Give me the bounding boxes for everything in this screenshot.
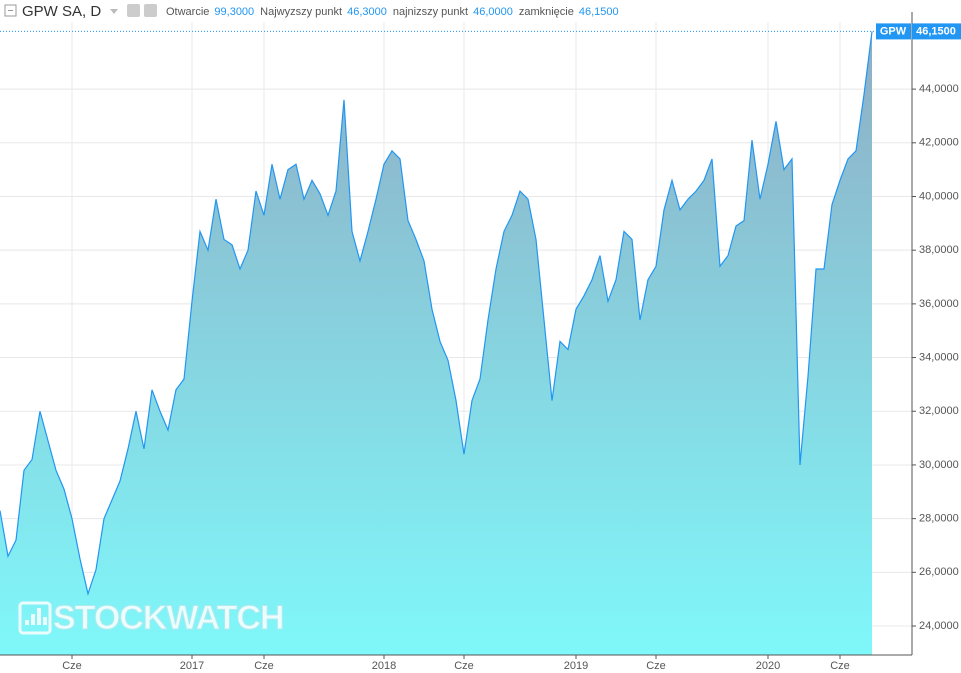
tag-value: 46,1500: [916, 25, 956, 37]
y-tick-label: 24,0000: [919, 620, 959, 632]
watermark: STOCKWATCH: [18, 598, 285, 637]
y-tick-label: 28,0000: [919, 513, 959, 525]
stat-value: 46,1500: [579, 6, 619, 18]
settings-button[interactable]: [127, 4, 140, 17]
settings-button[interactable]: [144, 4, 157, 17]
price-line: [0, 31, 873, 597]
y-tick-label: 42,0000: [919, 137, 959, 149]
stat-label: najnizszy punkt: [393, 6, 468, 18]
stat-value: 46,3000: [347, 6, 387, 18]
y-tick-label: 30,0000: [919, 459, 959, 471]
stat-value: 99,3000: [214, 6, 254, 18]
stat-value: 46,0000: [473, 6, 513, 18]
y-tick-label: 26,0000: [919, 566, 959, 578]
watermark-bar: [43, 617, 47, 625]
y-tick-label: 44,0000: [919, 83, 959, 95]
y-tick-label: 38,0000: [919, 244, 959, 256]
x-tick-label: Cze: [62, 660, 82, 672]
watermark-bar: [25, 620, 29, 625]
area-fill: [0, 31, 872, 655]
x-tick-label: Cze: [254, 660, 274, 672]
watermark-bar: [31, 614, 35, 625]
x-tick-label: Cze: [830, 660, 850, 672]
x-tick-label: 2018: [372, 660, 396, 672]
x-tick-label: Cze: [454, 660, 474, 672]
tag-name: GPW: [880, 25, 907, 37]
x-tick-label: Cze: [646, 660, 666, 672]
y-tick-label: 36,0000: [919, 298, 959, 310]
x-tick-label: 2019: [564, 660, 588, 672]
x-tick-label: 2017: [180, 660, 204, 672]
stat-label: Otwarcie: [166, 6, 209, 18]
watermark-icon: [18, 601, 52, 635]
tag-value-box: [912, 23, 961, 40]
y-tick-label: 32,0000: [919, 405, 959, 417]
collapse-button[interactable]: [4, 4, 17, 17]
y-tick-label: 34,0000: [919, 351, 959, 363]
stat-label: zamknięcie: [519, 6, 574, 18]
dropdown-icon[interactable]: [110, 9, 118, 14]
x-tick-label: 2020: [756, 660, 780, 672]
header: GPW SA, D Otwarcie 99,3000 Najwyzszy punkt…: [4, 3, 619, 20]
tag-name-box: [876, 23, 911, 40]
symbol: GPW SA, D: [22, 3, 101, 20]
watermark-bar: [37, 608, 41, 625]
y-tick-label: 40,0000: [919, 190, 959, 202]
stat-label: Najwyzszy punkt: [260, 6, 342, 18]
watermark-text: STOCKWATCH: [53, 599, 284, 637]
